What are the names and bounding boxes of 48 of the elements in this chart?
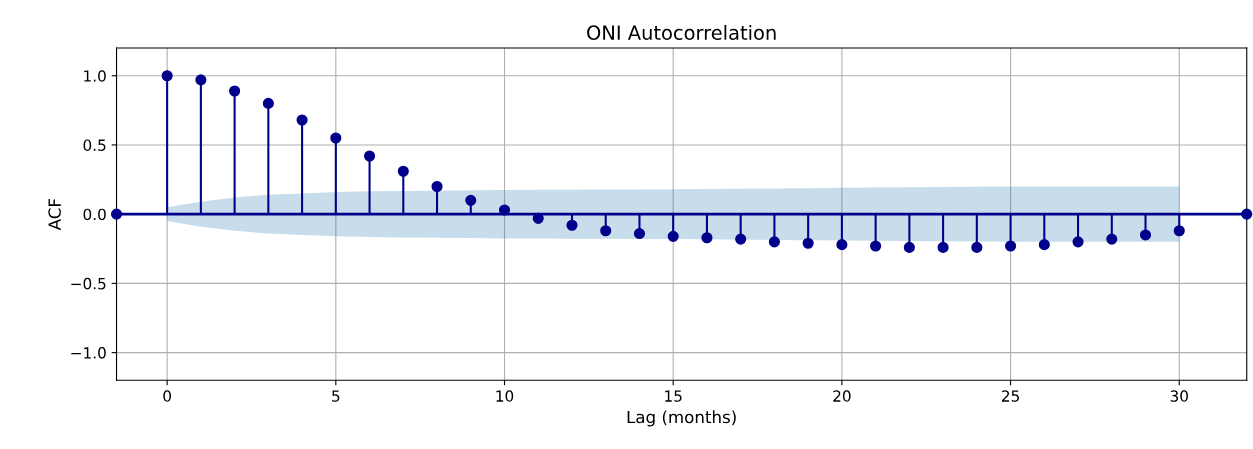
- point: [465, 194, 477, 206]
- point: [1038, 239, 1050, 251]
- point: [768, 236, 780, 248]
- point: [195, 74, 207, 86]
- x-tick-label: 30: [1170, 390, 1188, 402]
- point: [1139, 229, 1152, 241]
- y-tick-label: −0.5: [71, 277, 106, 290]
- point: [330, 132, 342, 144]
- x-axis-title: Lag (months): [627, 410, 736, 427]
- point: [364, 150, 376, 162]
- point: [1106, 233, 1118, 245]
- point: [633, 227, 646, 240]
- x-tick-label: 0: [163, 390, 171, 402]
- point: [296, 114, 308, 126]
- point: [229, 85, 241, 97]
- point: [431, 180, 443, 193]
- y-axis-title: ACF: [48, 198, 61, 231]
- point: [110, 208, 123, 220]
- y-tick-label: −1.0: [71, 347, 106, 359]
- y-tick-label: 0.5: [83, 139, 106, 151]
- x-tick-label: 10: [496, 390, 514, 402]
- point: [735, 233, 747, 245]
- point: [532, 212, 544, 224]
- point: [600, 225, 612, 237]
- x-tick-label: 20: [833, 390, 851, 402]
- point: [262, 97, 274, 109]
- point: [1005, 240, 1017, 252]
- point: [701, 232, 713, 244]
- x-tick-label: 15: [665, 390, 682, 402]
- point: [836, 239, 848, 251]
- point: [802, 237, 814, 249]
- point: [1173, 225, 1185, 237]
- point: [1072, 236, 1084, 248]
- point: [667, 230, 679, 242]
- point: [498, 204, 511, 216]
- point: [971, 241, 983, 253]
- chart-title: ONI Autocorrelation: [587, 24, 776, 40]
- x-tick-label: 5: [332, 390, 340, 402]
- y-tick-label: 0.0: [83, 208, 106, 221]
- point: [566, 219, 578, 231]
- y-tick-label: 1.0: [84, 70, 106, 82]
- point: [937, 241, 949, 253]
- point: [397, 165, 409, 177]
- point: [903, 241, 915, 253]
- point: [870, 240, 882, 252]
- point: [1241, 208, 1253, 220]
- point: [161, 70, 173, 82]
- x-tick-label: 25: [1001, 390, 1019, 402]
